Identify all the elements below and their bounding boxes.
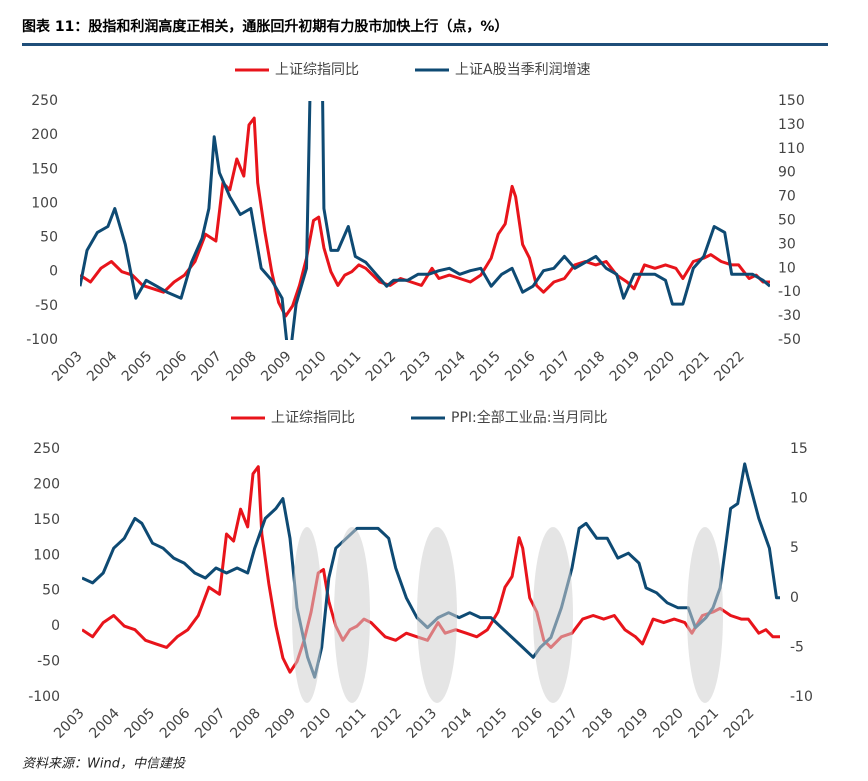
legend-label: PPI:全部工业品:当月同比 [451, 409, 607, 426]
x-tick-label: 2021 [676, 348, 713, 385]
y-tick-label: -100 [26, 332, 58, 348]
y2-tick-label: -10 [790, 689, 813, 705]
x-tick-label: 2007 [189, 348, 226, 385]
x-tick-label: 2007 [192, 705, 229, 742]
legend-label: 上证A股当季利润增速 [455, 62, 591, 78]
page-title: 图表 11：股指和利润高度正相关，通胀回升初期有力股市加快上行（点，%） [22, 18, 508, 35]
x-tick-label: 2010 [298, 705, 335, 742]
x-tick-label: 2012 [368, 705, 405, 742]
x-tick-label: 2017 [537, 348, 574, 385]
y-tick-label: 0 [49, 264, 58, 280]
highlight-zone [687, 527, 723, 703]
y2-tick-label: 0 [790, 590, 799, 606]
x-tick-label: 2021 [686, 705, 723, 742]
x-tick-label: 2013 [398, 348, 435, 385]
legend-label: 上证综指同比 [271, 410, 355, 426]
series-line [80, 101, 770, 340]
y2-tick-label: -30 [778, 308, 801, 324]
source: 资料来源：Wind，中信建投 [22, 757, 186, 772]
y2-tick-label: 5 [790, 540, 799, 556]
y2-tick-label: 10 [778, 260, 796, 276]
y-tick-label: 100 [31, 195, 58, 211]
x-tick-label: 2009 [258, 348, 295, 385]
highlight-zone [334, 527, 370, 703]
y-tick-label: 200 [31, 127, 58, 143]
y2-tick-label: -5 [790, 639, 804, 655]
x-tick-label: 2004 [84, 348, 121, 385]
y-tick-label: 250 [31, 93, 58, 109]
y2-tick-label: 30 [778, 236, 796, 252]
x-tick-label: 2008 [227, 705, 264, 742]
y2-tick-label: 50 [778, 213, 796, 229]
x-tick-label: 2016 [509, 705, 546, 742]
y-tick-label: 200 [33, 476, 60, 492]
x-tick-label: 2017 [545, 705, 582, 742]
x-tick-label: 2005 [122, 705, 159, 742]
y-tick-label: 250 [33, 441, 60, 457]
y-tick-label: 50 [40, 230, 58, 246]
y2-tick-label: 70 [778, 189, 796, 205]
highlight-zone [417, 527, 457, 703]
y2-tick-label: 150 [778, 93, 805, 109]
y2-tick-label: 10 [790, 491, 808, 507]
x-tick-label: 2016 [502, 348, 539, 385]
legend-label: 上证综指同比 [275, 62, 359, 78]
y2-tick-label: 130 [778, 117, 805, 133]
x-tick-label: 2003 [51, 705, 88, 742]
y-tick-label: 50 [42, 583, 60, 599]
y2-tick-label: 90 [778, 165, 796, 181]
x-tick-label: 2020 [642, 348, 679, 385]
y2-tick-label: 110 [778, 141, 805, 157]
x-tick-label: 2019 [615, 705, 652, 742]
x-tick-label: 2022 [711, 348, 748, 385]
x-tick-label: 2004 [86, 705, 123, 742]
x-tick-label: 2005 [119, 348, 156, 385]
x-tick-label: 2011 [333, 705, 370, 742]
x-tick-label: 2022 [721, 705, 758, 742]
series-line [82, 465, 780, 674]
y-tick-label: 100 [33, 547, 60, 563]
x-tick-label: 2011 [328, 348, 365, 385]
x-tick-label: 2013 [404, 705, 441, 742]
x-tick-label: 2009 [263, 705, 300, 742]
x-tick-label: 2018 [572, 348, 609, 385]
highlight-zone [292, 527, 322, 703]
plot-area [80, 101, 770, 340]
highlight-zone [533, 527, 573, 703]
x-tick-label: 2006 [157, 705, 194, 742]
y-tick-label: -100 [28, 689, 60, 705]
chart-top: -100 -50 0 50 100 150 200 250 -50 -30 -10 10 30 50 70 9… [26, 62, 805, 385]
y-tick-label: 150 [33, 512, 60, 528]
y-tick-label: 0 [51, 618, 60, 634]
x-tick-label: 2014 [432, 348, 469, 385]
x-tick-label: 2010 [293, 348, 330, 385]
y2-tick-label: -10 [778, 284, 801, 300]
x-tick-label: 2015 [467, 348, 504, 385]
y-tick-label: -50 [37, 654, 60, 670]
highlight-zones [292, 527, 723, 703]
title-rule [22, 43, 828, 46]
x-tick-label: 2019 [607, 348, 644, 385]
x-tick-label: 2003 [49, 348, 86, 385]
y-tick-label: 150 [31, 161, 58, 177]
y-tick-label: -50 [35, 298, 58, 314]
y2-tick-label: -50 [778, 332, 801, 348]
x-tick-label: 2020 [650, 705, 687, 742]
x-tick-label: 2018 [580, 705, 617, 742]
x-tick-label: 2012 [363, 348, 400, 385]
x-tick-label: 2006 [154, 348, 191, 385]
x-tick-label: 2008 [223, 348, 260, 385]
y2-tick-label: 15 [790, 441, 808, 457]
x-tick-label: 2014 [439, 705, 476, 742]
x-tick-label: 2015 [474, 705, 511, 742]
